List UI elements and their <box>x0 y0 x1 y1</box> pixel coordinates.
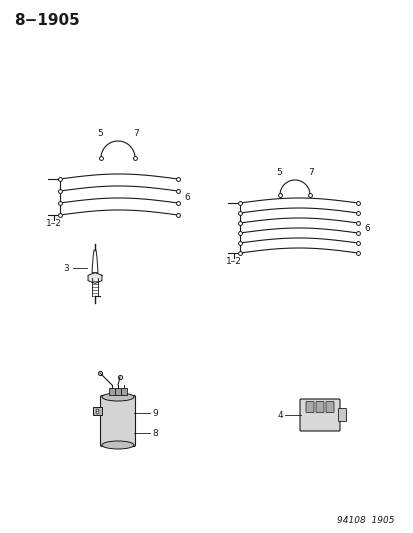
FancyBboxPatch shape <box>109 388 115 395</box>
Text: 1–2: 1–2 <box>46 219 62 228</box>
Text: 3: 3 <box>63 263 69 272</box>
FancyBboxPatch shape <box>115 388 121 395</box>
FancyBboxPatch shape <box>93 407 102 415</box>
FancyBboxPatch shape <box>325 401 333 413</box>
FancyBboxPatch shape <box>100 395 135 447</box>
Text: 6: 6 <box>363 223 369 232</box>
FancyBboxPatch shape <box>121 388 127 395</box>
Text: 94108  1905: 94108 1905 <box>337 516 394 525</box>
FancyBboxPatch shape <box>299 399 339 431</box>
Text: 7: 7 <box>307 168 313 177</box>
Ellipse shape <box>102 393 134 401</box>
Text: 6: 6 <box>183 192 189 201</box>
Text: 4: 4 <box>277 410 282 419</box>
Text: 7: 7 <box>133 129 138 138</box>
Polygon shape <box>88 273 102 284</box>
FancyBboxPatch shape <box>315 401 323 413</box>
Text: 8−1905: 8−1905 <box>14 13 80 28</box>
FancyBboxPatch shape <box>305 401 313 413</box>
Text: 8: 8 <box>152 429 157 438</box>
Text: 5: 5 <box>275 168 281 177</box>
FancyBboxPatch shape <box>338 408 346 422</box>
Ellipse shape <box>102 441 134 449</box>
Polygon shape <box>92 250 98 273</box>
Text: 1–2: 1–2 <box>225 257 241 266</box>
Text: 9: 9 <box>152 408 157 417</box>
Text: 5: 5 <box>97 129 102 138</box>
